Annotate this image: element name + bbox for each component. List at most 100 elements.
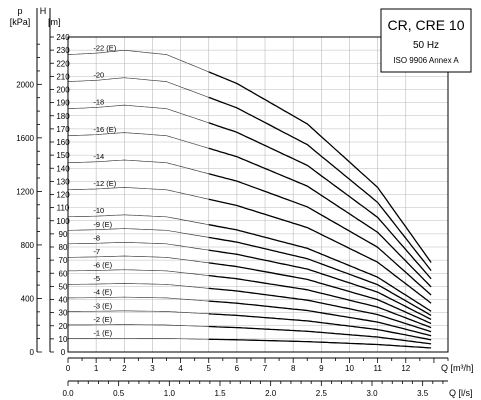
curve-label: -14 [93,152,104,161]
x-tick-label: 8 [291,364,296,373]
curve-line-part-load [68,241,209,251]
y-tick-label: 70 [59,256,68,265]
curve-line [208,325,432,345]
curve-line-part-load [67,187,209,200]
performance-curves [67,49,432,349]
y2-tick-label: 1600 [16,134,34,143]
x-tick-label: 7 [263,364,268,373]
y-tick-label: 100 [56,217,70,226]
y-tick-label: 180 [56,112,70,121]
curve-line [208,236,432,316]
curve-line-part-load [67,49,209,73]
curve-label: -2 (E) [93,315,112,324]
y-tick-label: 190 [56,99,70,108]
curve-label: -9 (E) [93,220,112,229]
curve-line [208,338,432,349]
y-tick-label: 140 [56,164,70,173]
curve-label: -12 (E) [93,179,116,188]
curve-line [208,71,432,263]
y2-tick-label: 800 [21,241,35,250]
curve-label: -16 (E) [93,125,116,134]
x-tick-label: 11 [373,364,382,373]
curve-line [208,173,432,296]
chart-frequency: 50 Hz [413,40,439,51]
x-tick-label: 1 [94,364,99,373]
x-axis-label: Q [m³/h] [441,363,474,373]
curve-line-part-load [68,310,209,315]
x-tick-label: 3 [150,364,155,373]
curve-line-part-load [67,255,209,264]
curve-line-part-load [68,228,209,238]
x2-tick-label: 3.5 [417,389,429,398]
curve-line [208,300,432,337]
y-tick-label: 220 [56,59,70,68]
curve-line-part-load [67,324,209,327]
y-tick-label: 20 [59,322,68,331]
title-box-frame [380,8,472,73]
y2-tick-label: 0 [30,348,35,357]
axes: 0102030405060708090100110120130140150160… [16,8,449,398]
y2-tick-label: 1200 [16,187,34,196]
y-tick-label: 80 [59,243,68,252]
curve-line-part-load [67,104,209,124]
y-tick-label: 230 [56,46,70,55]
y-tick-label: 160 [56,138,70,147]
y-tick-label: 150 [56,151,70,160]
curve-line-part-load [68,337,209,340]
y-tick-label: 90 [59,230,68,239]
x-tick-label: 4 [178,364,183,373]
y-tick-label: 200 [56,86,70,95]
title-box: CR, CRE 10 50 Hz ISO 9906 Annex A [380,8,472,73]
x-tick-label: 12 [401,364,410,373]
curve-line-part-load [67,269,209,276]
curve-line-part-load [67,77,209,98]
curve-line [208,198,432,304]
y-tick-label: 50 [59,282,68,291]
y2-tick-label: 2000 [16,80,34,89]
x-tick-label: 9 [319,364,324,373]
curve-label: -22 (E) [93,43,116,52]
x2-tick-label: 1.5 [214,389,226,398]
y-axis-label-top: H [40,6,47,16]
x-tick-label: 6 [235,364,240,373]
curve-line [208,313,432,341]
x-tick-label: 5 [207,364,212,373]
y-tick-label: 0 [61,348,66,357]
x2-axis-label: Q [l/s] [449,388,473,398]
curve-label: -10 [93,206,104,215]
x-tick-label: 0 [66,364,71,373]
plot-frame [67,36,449,353]
curve-label: -18 [93,98,104,107]
curve-line-part-load [67,159,209,175]
x2-tick-label: 0.0 [62,389,74,398]
y-tick-label: 40 [59,296,68,305]
x2-tick-label: 2.5 [316,389,328,398]
curve-line-part-load [68,283,209,289]
x-tick-label: 2 [122,364,127,373]
curve-line [208,274,432,329]
curve-line [208,96,432,271]
y-axis-unit: [m] [48,17,61,27]
chart-standard: ISO 9906 Annex A [393,56,459,65]
x2-tick-label: 0.5 [113,389,125,398]
curve-line [208,224,432,312]
curve-line [208,249,432,320]
curve-line [208,122,432,280]
curve-line [208,262,432,325]
curve-label: -20 [93,70,104,79]
curve-label: -8 [93,233,100,242]
y2-axis-unit: [kPa] [10,17,31,27]
curve-line-part-load [68,296,209,302]
y-tick-label: 110 [57,204,70,213]
curve-labels: -22 (E) -20 -18 -16 (E) -14 -12 (E) -10 -9 (E) -… [93,43,116,337]
curve-line [208,147,432,288]
x2-tick-label: 2.0 [265,389,277,398]
y2-tick-label: 400 [21,294,35,303]
y-tick-label: 10 [59,335,68,344]
y-tick-label: 130 [56,177,70,186]
curve-label: -6 (E) [93,261,112,270]
curve-label: -4 (E) [93,288,112,297]
x2-tick-label: 1.0 [164,389,176,398]
curve-label: -1 (E) [93,328,112,337]
